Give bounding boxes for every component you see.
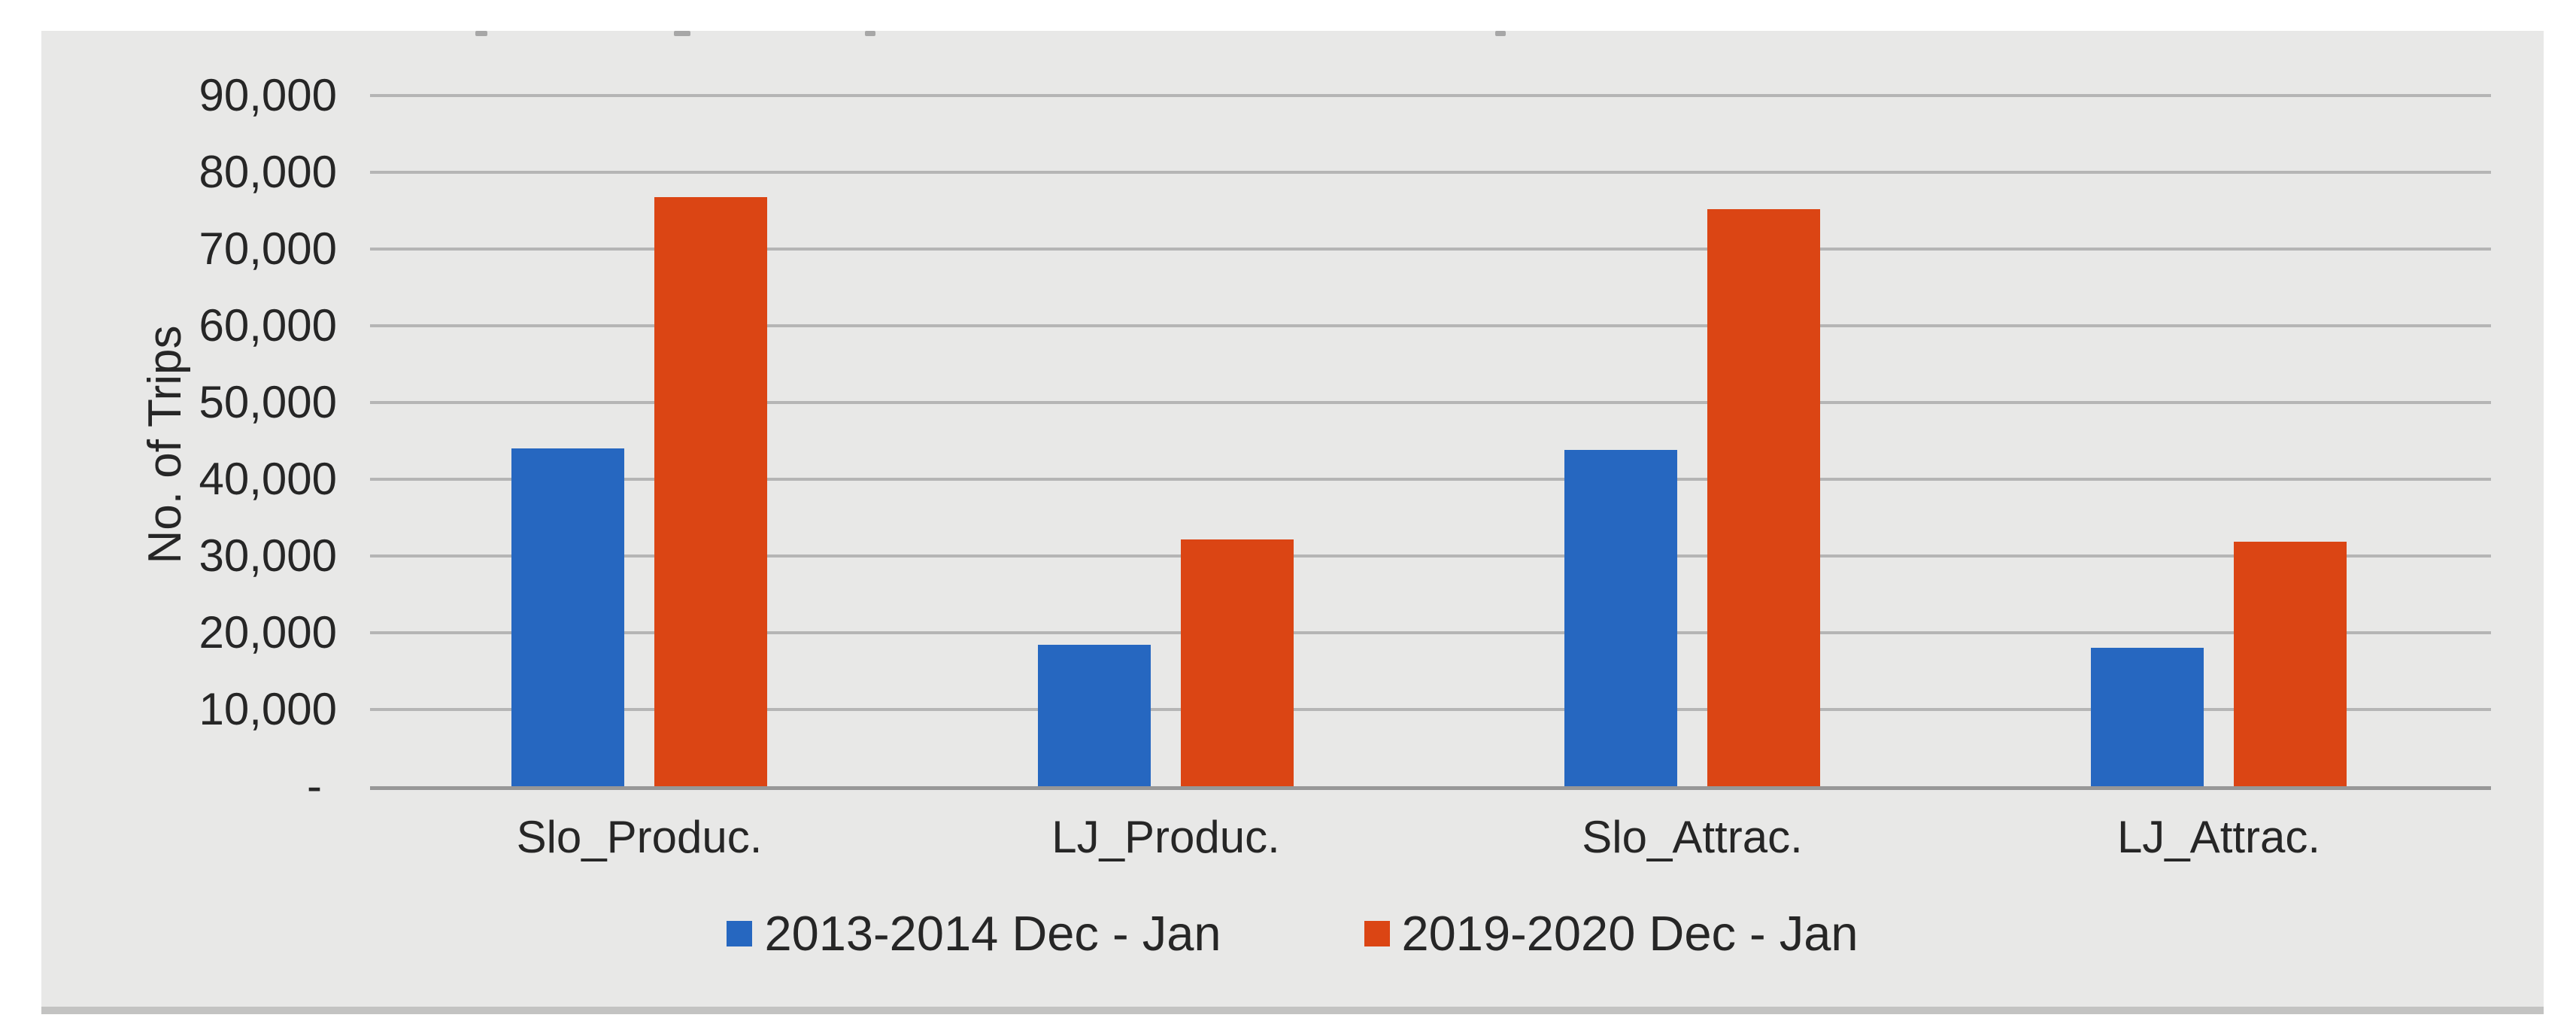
- legend: 2013-2014 Dec - Jan 2019-2020 Dec - Jan: [41, 904, 2544, 964]
- gridline: [370, 631, 2491, 634]
- gridline: [370, 171, 2491, 174]
- bar-lj_attrac-s0: [2091, 648, 2204, 786]
- x-axis-line: [370, 786, 2491, 790]
- bar-lj_produc-s0: [1038, 645, 1151, 786]
- legend-swatch-icon: [1364, 921, 1390, 946]
- legend-item: 2019-2020 Dec - Jan: [1364, 905, 1858, 962]
- gridline: [370, 248, 2491, 251]
- legend-item: 2013-2014 Dec - Jan: [727, 905, 1221, 962]
- x-category-label: LJ_Produc.: [1051, 812, 1280, 862]
- y-axis-title: No. of Trips: [139, 325, 191, 564]
- y-tick-label: 60,000: [199, 300, 337, 351]
- cropped-title-artifact: [475, 31, 487, 36]
- x-category-label: LJ_Attrac.: [2116, 812, 2321, 862]
- y-tick-label: 90,000: [199, 70, 337, 120]
- gridline: [370, 94, 2491, 97]
- legend-label: 2013-2014 Dec - Jan: [764, 906, 1221, 961]
- legend-label: 2019-2020 Dec - Jan: [1401, 906, 1858, 961]
- y-tick-label: 30,000: [199, 530, 337, 581]
- cropped-title-artifact: [674, 31, 690, 36]
- bar-slo_produc-s0: [511, 448, 624, 786]
- y-tick-label: 40,000: [199, 454, 337, 504]
- cropped-title-artifact: [1495, 31, 1506, 36]
- gridline: [370, 708, 2491, 711]
- bar-slo_produc-s1: [654, 197, 767, 786]
- x-category-label: Slo_Produc.: [516, 812, 763, 862]
- cropped-title-artifact: [865, 31, 875, 36]
- y-tick-label: 80,000: [199, 147, 337, 197]
- plot-panel: - 10,000 20,000 30,000 40,000 50,000 60,000 70,…: [41, 31, 2544, 1014]
- bar-lj_produc-s1: [1181, 539, 1294, 786]
- y-tick-label: 50,000: [199, 377, 337, 427]
- x-category-label: Slo_Attrac.: [1582, 812, 1803, 862]
- gridline: [370, 554, 2491, 558]
- bar-lj_attrac-s1: [2234, 542, 2347, 786]
- legend-swatch-icon: [727, 921, 753, 946]
- gridline: [370, 324, 2491, 327]
- bar-slo_attrac-s0: [1564, 450, 1677, 786]
- y-tick-label: -: [307, 761, 322, 811]
- bar-slo_attrac-s1: [1707, 209, 1820, 786]
- gridline: [370, 478, 2491, 481]
- y-tick-label: 20,000: [199, 607, 337, 658]
- y-tick-label: 10,000: [199, 684, 337, 734]
- gridline: [370, 401, 2491, 404]
- y-tick-label: 70,000: [199, 223, 337, 274]
